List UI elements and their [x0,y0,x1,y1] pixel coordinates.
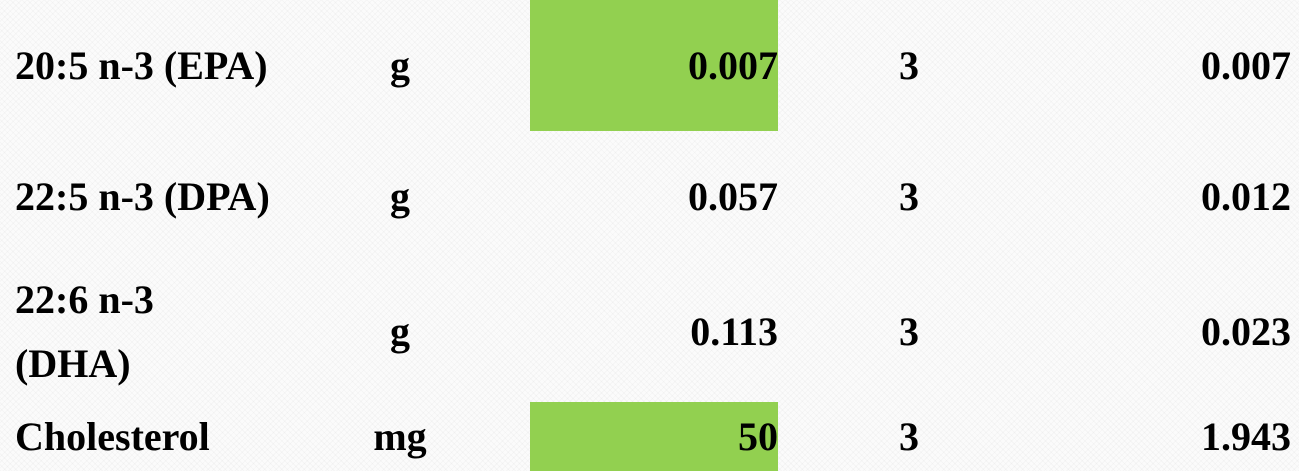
amount: 0.007 [530,0,778,131]
nutrient-name: 20:5 n-3 (EPA) [15,42,268,88]
value: 1.943 [1201,413,1291,459]
table-row: 22:5 n-3 (DPA) g 0.057 3 0.012 [0,131,1299,262]
count: 3 [899,413,919,459]
unit: g [390,42,410,88]
nutrient-name: Cholesterol [15,413,210,459]
nutrient-name: 22:6 n-3 (DHA) [15,277,154,386]
value: 0.023 [1201,309,1291,354]
table-row: 20:5 n-3 (EPA) g 0.007 3 0.007 [0,0,1299,131]
unit: g [390,173,410,219]
count: 3 [899,309,919,354]
table-row: 22:6 n-3 (DHA) g 0.113 3 0.023 [0,262,1299,402]
value: 0.012 [1201,173,1291,219]
amount: 0.113 [690,309,778,354]
unit: g [390,309,410,354]
count: 3 [899,173,919,219]
count: 3 [899,42,919,88]
amount: 0.057 [688,173,778,219]
table-row: Cholesterol mg 50 3 1.943 [0,402,1299,471]
nutrient-name: 22:5 n-3 (DPA) [15,173,270,219]
unit: mg [373,413,427,459]
amount: 50 [530,402,778,471]
value: 0.007 [1201,42,1291,88]
